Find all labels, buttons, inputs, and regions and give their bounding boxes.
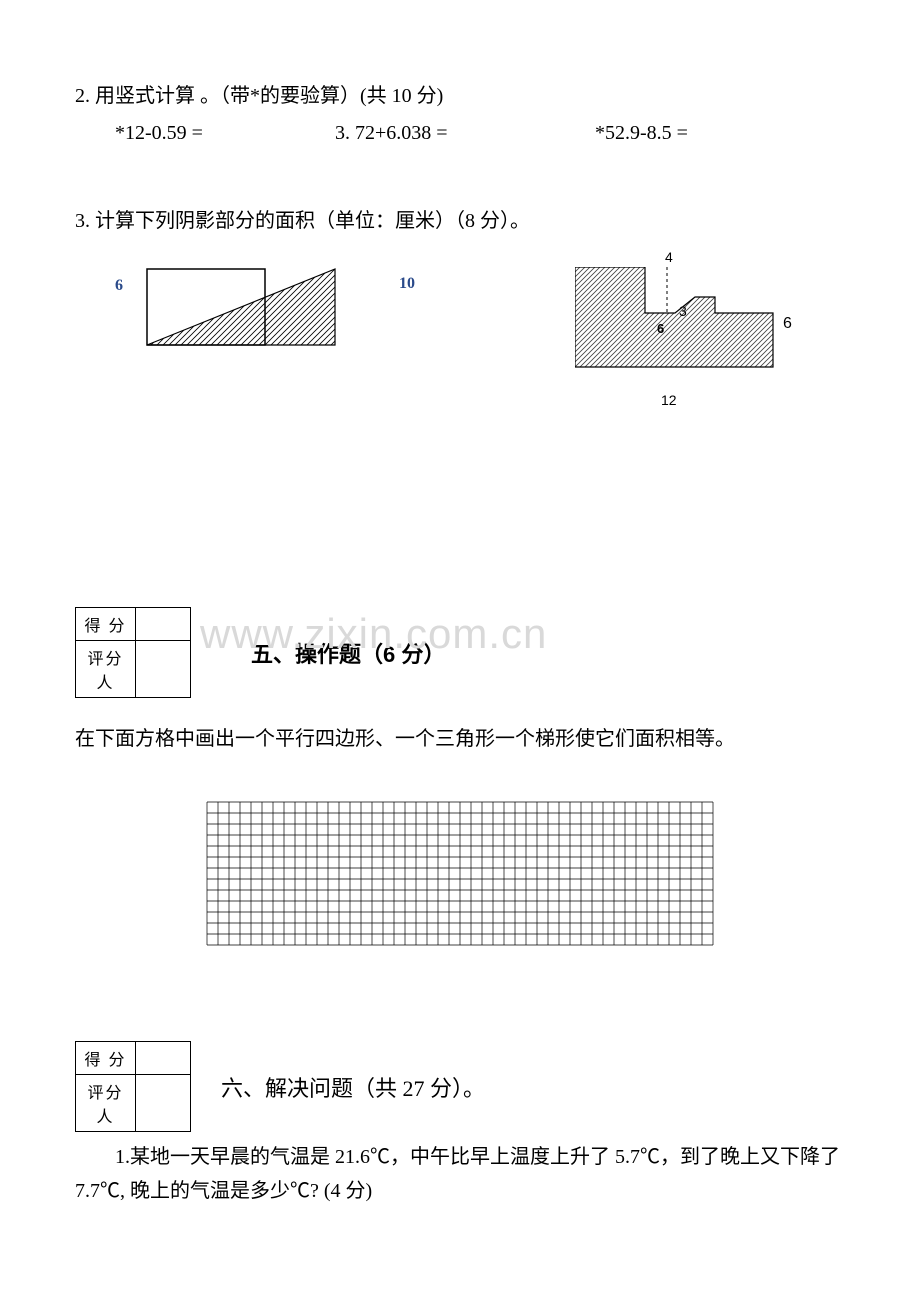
fig2-top-label: 4 [665,249,673,265]
grader-label-6: 评分人 [76,1075,136,1132]
q6-1-text: 1.某地一天早晨的气温是 21.6℃，中午比早上温度上升了 5.7℃，到了晚上又… [75,1140,845,1208]
section5-header: 得 分 评分人 五、操作题（6 分） [75,607,845,698]
score-value [136,608,191,641]
eq-3: *52.9-8.5 = [595,122,795,145]
grader-value-6 [136,1075,191,1132]
score-label-6: 得 分 [76,1042,136,1075]
figure-2: 4 3 6 6 12 [575,267,835,427]
section6-header: 得 分 评分人 六、解决问题（共 27 分）。 [75,1041,845,1132]
q2-equations: *12-0.59 = 3. 72+6.038 = *52.9-8.5 = [75,122,845,145]
fig2-right-label: 6 [783,315,792,333]
figure-1: 6 10 [115,267,415,367]
eq-1: *12-0.59 = [115,122,335,145]
section5-instruction: 在下面方格中画出一个平行四边形、一个三角形一个梯形使它们面积相等。 [75,722,845,751]
grader-label: 评分人 [76,641,136,698]
section6-title: 六、解决问题（共 27 分）。 [221,1071,485,1103]
score-value-6 [136,1042,191,1075]
score-table-6: 得 分 评分人 [75,1041,191,1132]
answer-grid [206,801,714,946]
eq-2: 3. 72+6.038 = [335,122,595,145]
fig2-svg [575,267,775,377]
q3-figures: 6 10 4 [75,267,845,427]
score-label: 得 分 [76,608,136,641]
score-table-5: 得 分 评分人 [75,607,191,698]
fig2-mid-label: 3 [679,303,687,319]
answer-grid-wrap [75,801,845,951]
fig2-bottom-label: 12 [661,392,677,408]
fig1-right-label: 10 [399,275,415,293]
fig2-inner-label: 6 [657,321,664,336]
section5-title: 五、操作题（6 分） [251,637,445,669]
fig1-svg [145,267,365,357]
fig1-left-label: 6 [115,277,123,295]
grader-value [136,641,191,698]
q2-prompt: 2. 用竖式计算 。（带*的要验算）(共 10 分) [75,80,845,112]
q3-prompt: 3. 计算下列阴影部分的面积（单位：厘米）（8 分）。 [75,205,845,237]
